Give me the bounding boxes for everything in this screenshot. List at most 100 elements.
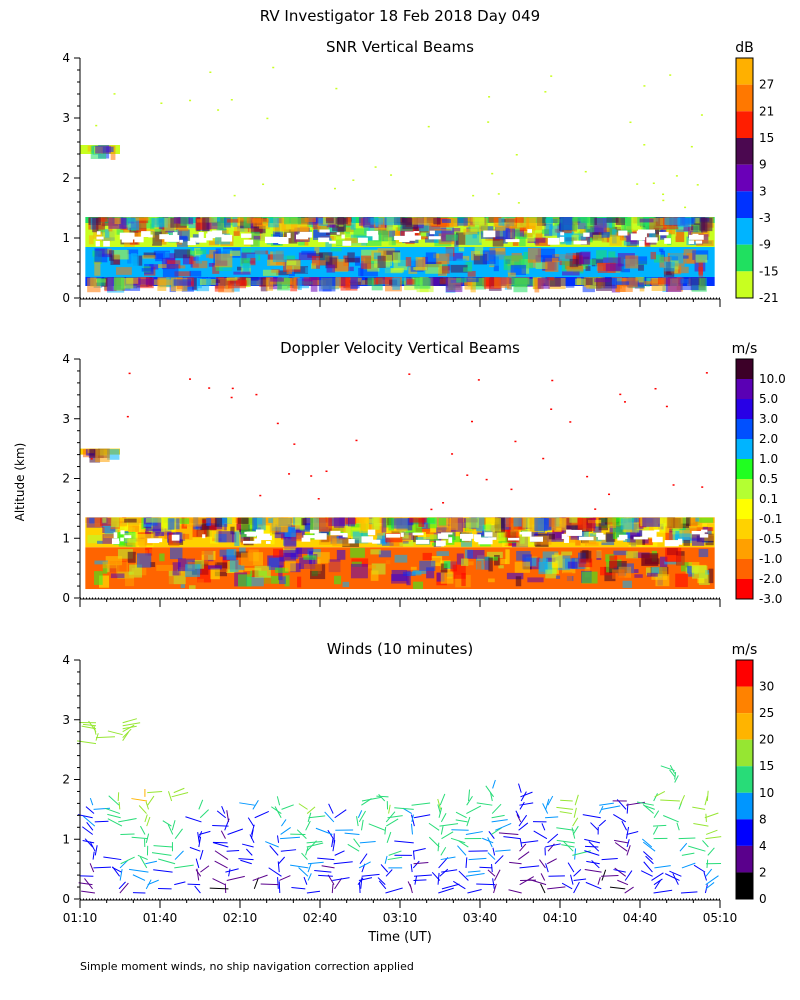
wind-barb	[269, 845, 279, 856]
wind-barb	[174, 881, 186, 886]
layer-speckle	[429, 530, 442, 534]
wind-barb	[334, 877, 342, 890]
layer-speckle	[327, 574, 333, 588]
wind-barb	[688, 845, 706, 852]
echo-gap	[318, 237, 330, 243]
layer-speckle	[628, 539, 643, 547]
layer-speckle	[361, 517, 370, 531]
layer-speckle	[486, 551, 503, 559]
layer-speckle	[545, 529, 556, 533]
wind-barb	[573, 878, 587, 881]
wind-barb	[645, 855, 654, 865]
colorbar-swatch	[736, 359, 753, 379]
echo-gap	[114, 540, 120, 544]
colorbar-label: 20	[759, 733, 774, 747]
layer-speckle	[310, 277, 318, 292]
layer-speckle	[227, 219, 239, 223]
layer-speckle	[304, 217, 317, 223]
layer-speckle	[412, 581, 424, 590]
layer-speckle	[529, 517, 539, 533]
layer-speckle	[701, 534, 714, 541]
wind-barb	[387, 815, 403, 819]
colorbar-swatch	[736, 872, 753, 899]
echo-gap	[412, 532, 424, 536]
wind-barb	[479, 866, 493, 869]
wind-barb	[572, 825, 579, 835]
layer-speckle	[562, 271, 580, 276]
wind-barb	[586, 860, 600, 865]
layer-speckle	[372, 526, 384, 536]
layer-speckle	[388, 517, 394, 531]
layer-speckle	[143, 252, 156, 258]
layer-speckle	[507, 272, 516, 277]
wind-barb	[556, 839, 575, 844]
echo-gap	[265, 541, 271, 544]
echo-gap	[198, 232, 204, 239]
colorbar-label: 15	[759, 131, 774, 145]
layer-speckle	[626, 528, 636, 543]
wind-barb	[145, 801, 150, 810]
layer-speckle	[385, 533, 403, 543]
layer-speckle	[670, 250, 684, 264]
colorbar-label: 30	[759, 680, 774, 694]
layer-speckle	[489, 247, 506, 260]
wind-barb	[437, 798, 442, 810]
wind-barb	[84, 838, 93, 848]
layer-speckle	[639, 218, 654, 223]
layer-speckle	[105, 229, 110, 238]
wind-barb	[385, 887, 403, 894]
wind-barb	[252, 800, 259, 810]
echo-gap	[573, 240, 587, 245]
layer-speckle	[680, 277, 699, 291]
colorbar-swatch	[736, 559, 753, 579]
layer-speckle	[415, 257, 426, 271]
wind-barb	[278, 856, 286, 865]
wind-barb	[441, 869, 458, 873]
layer-speckle	[513, 517, 522, 527]
layer-speckle	[100, 517, 117, 526]
layer-speckle	[624, 217, 632, 233]
colorbar-label: 9	[759, 158, 767, 172]
x-tick-label: 04:10	[543, 911, 578, 925]
echo-gap	[564, 536, 569, 543]
wind-barb	[93, 807, 111, 810]
layer-speckle	[535, 262, 548, 269]
wind-barb	[453, 880, 466, 890]
wind-barb	[268, 867, 282, 877]
wind-barb	[226, 875, 245, 881]
colorbar-label: 10.0	[759, 372, 786, 386]
wind-barb	[640, 870, 653, 877]
layer-speckle	[435, 253, 450, 265]
wind-barb	[252, 874, 268, 881]
wind-barb	[437, 804, 441, 814]
wind-barb	[598, 805, 604, 814]
layer-speckle	[572, 225, 585, 237]
layer-speckle	[502, 542, 509, 547]
layer-speckle	[368, 564, 377, 569]
wind-barb	[641, 838, 653, 848]
layer-speckle	[178, 228, 189, 232]
layer-speckle	[681, 562, 693, 572]
noise-pixel	[128, 372, 131, 375]
noise-pixel	[629, 121, 632, 124]
wind-barb	[468, 789, 471, 802]
layer-speckle	[370, 549, 381, 555]
layer-speckle	[506, 572, 524, 580]
wind-barb	[681, 852, 695, 856]
wind-barb	[413, 847, 426, 852]
layer-speckle	[305, 267, 323, 274]
layer-speckle	[326, 264, 336, 273]
wind-barb	[158, 858, 176, 865]
layer-speckle	[636, 529, 643, 537]
layer-speckle	[236, 266, 242, 271]
layer-speckle	[373, 277, 379, 285]
wind-barb	[307, 863, 312, 873]
layer-speckle	[694, 517, 700, 522]
layer-speckle	[333, 240, 343, 246]
layer-speckle	[537, 277, 550, 289]
layer-speckle	[238, 574, 252, 587]
layer-speckle	[350, 547, 365, 558]
layer-speckle	[569, 517, 578, 523]
wind-barb	[498, 832, 519, 835]
x-tick-label: 01:10	[63, 911, 98, 925]
